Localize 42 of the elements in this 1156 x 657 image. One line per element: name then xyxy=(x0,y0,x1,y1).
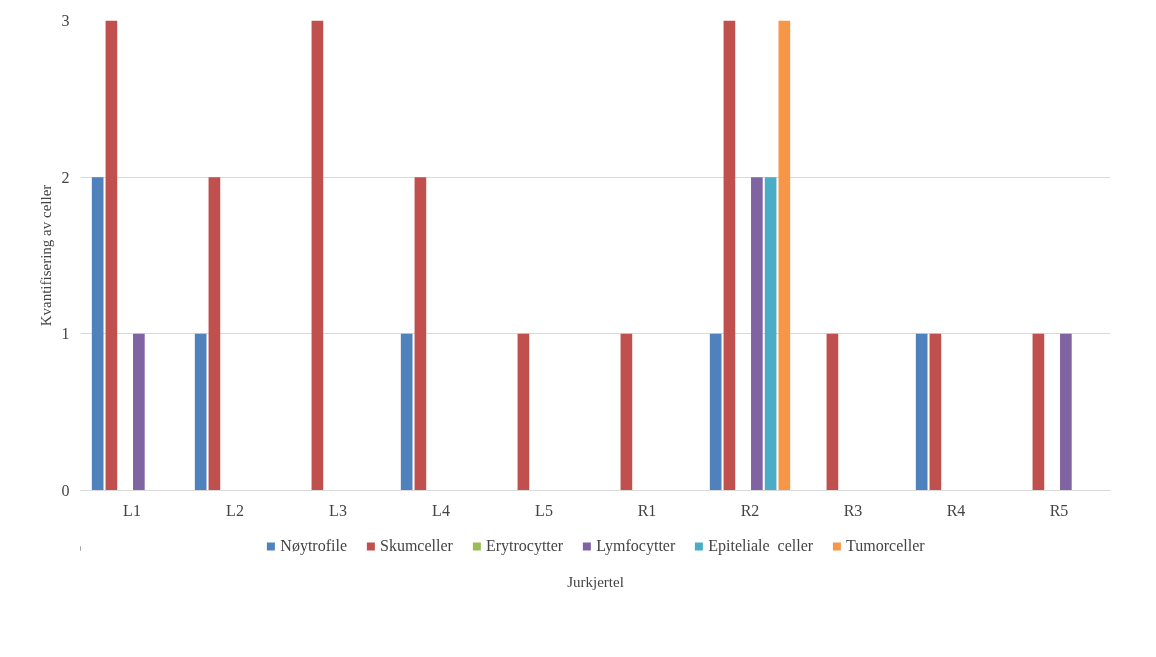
y-tick-label: 3 xyxy=(61,12,70,29)
bar xyxy=(929,333,942,491)
y-tick-label: 1 xyxy=(61,325,70,343)
legend-label: Epiteliale celler xyxy=(708,537,814,555)
y-tick-label: 2 xyxy=(61,168,70,186)
bar xyxy=(414,177,427,491)
bar xyxy=(133,333,145,491)
legend-label: Tumorceller xyxy=(846,537,925,555)
legend-label: Nøytrofile xyxy=(280,537,348,555)
x-tick-label: L3 xyxy=(329,501,347,519)
bar xyxy=(208,177,221,491)
x-tick-label: R2 xyxy=(740,501,760,519)
x-tick-label: R5 xyxy=(1049,501,1069,519)
x-axis-title: Jurkjertel xyxy=(567,573,624,590)
bar xyxy=(91,177,104,491)
bar xyxy=(311,20,324,491)
x-tick-label: L5 xyxy=(535,501,553,519)
bar xyxy=(764,177,777,491)
legend-label: Skumceller xyxy=(380,537,453,555)
bar xyxy=(915,333,928,491)
legend-label: Lymfocytter xyxy=(596,537,676,555)
bar xyxy=(1032,333,1045,491)
bar xyxy=(517,333,530,491)
bar xyxy=(105,20,118,491)
bar xyxy=(1060,333,1072,491)
bar xyxy=(723,20,736,491)
y-axis-title: Kvantifisering av celler xyxy=(37,184,54,327)
bar xyxy=(778,20,791,491)
bar xyxy=(620,333,633,491)
legend-label: Erytrocytter xyxy=(485,537,564,555)
y-tick-label: 0 xyxy=(61,482,70,499)
x-tick-label: L2 xyxy=(226,501,244,519)
x-tick-label: L1 xyxy=(123,501,141,519)
x-tick-label: R3 xyxy=(843,501,863,519)
bar xyxy=(826,333,839,491)
bar xyxy=(751,177,763,491)
bar xyxy=(194,333,207,491)
x-tick-label: R4 xyxy=(946,501,966,519)
x-tick-label: L4 xyxy=(432,501,450,519)
bar xyxy=(400,333,413,491)
x-tick-label: R1 xyxy=(637,501,657,519)
bar xyxy=(709,333,722,491)
